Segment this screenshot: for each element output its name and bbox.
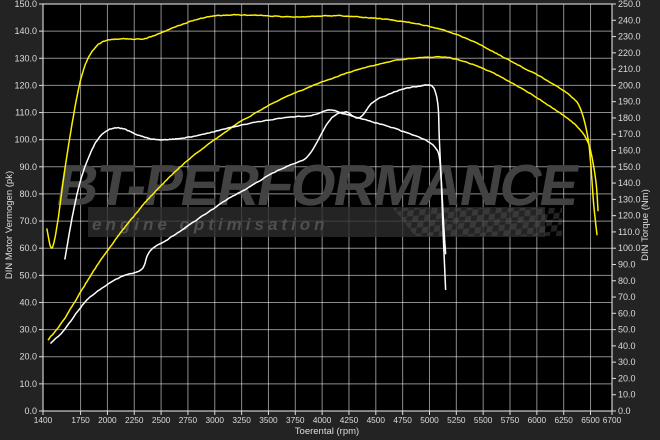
- svg-text:80.0: 80.0: [19, 189, 37, 199]
- svg-text:180.0: 180.0: [618, 113, 641, 123]
- svg-text:3250: 3250: [232, 415, 251, 425]
- svg-text:2000: 2000: [98, 415, 117, 425]
- svg-text:2250: 2250: [125, 415, 144, 425]
- svg-text:5000: 5000: [420, 415, 439, 425]
- svg-text:110.0: 110.0: [15, 108, 37, 118]
- svg-text:90.0: 90.0: [618, 259, 636, 269]
- svg-text:1750: 1750: [71, 415, 90, 425]
- svg-text:70.0: 70.0: [19, 216, 37, 226]
- svg-text:100.0: 100.0: [618, 243, 641, 253]
- svg-text:DIN Motor Vermogen (pk): DIN Motor Vermogen (pk): [4, 171, 15, 279]
- svg-text:140.0: 140.0: [14, 26, 37, 36]
- svg-text:50.0: 50.0: [19, 270, 37, 280]
- svg-text:170.0: 170.0: [618, 129, 641, 139]
- svg-text:150.0: 150.0: [14, 0, 37, 9]
- svg-text:DIN Torque (Nm): DIN Torque (Nm): [640, 189, 651, 261]
- svg-text:220.0: 220.0: [618, 48, 641, 58]
- svg-text:160.0: 160.0: [618, 146, 641, 156]
- svg-text:240.0: 240.0: [618, 15, 641, 25]
- svg-text:250.0: 250.0: [618, 0, 641, 9]
- svg-text:150.0: 150.0: [618, 162, 641, 172]
- svg-text:80.0: 80.0: [618, 276, 636, 286]
- svg-text:5500: 5500: [474, 415, 493, 425]
- svg-text:6500: 6500: [581, 415, 600, 425]
- svg-text:6000: 6000: [528, 415, 547, 425]
- svg-text:1400: 1400: [34, 415, 53, 425]
- svg-text:BT-PERFORMANCE: BT-PERFORMANCE: [52, 153, 583, 218]
- svg-text:100.0: 100.0: [14, 135, 37, 145]
- svg-text:90.0: 90.0: [19, 162, 37, 172]
- svg-text:4250: 4250: [340, 415, 359, 425]
- svg-text:30.0: 30.0: [618, 357, 636, 367]
- svg-text:110.0: 110.0: [618, 227, 640, 237]
- svg-text:3000: 3000: [206, 415, 225, 425]
- svg-text:40.0: 40.0: [19, 297, 37, 307]
- svg-text:3500: 3500: [259, 415, 278, 425]
- svg-text:20.0: 20.0: [19, 352, 37, 362]
- svg-text:6250: 6250: [554, 415, 573, 425]
- svg-text:6700: 6700: [603, 415, 622, 425]
- svg-text:10.0: 10.0: [618, 390, 636, 400]
- svg-text:4750: 4750: [393, 415, 412, 425]
- svg-text:130.0: 130.0: [618, 194, 641, 204]
- svg-text:Toerental (rpm): Toerental (rpm): [295, 426, 359, 437]
- svg-text:40.0: 40.0: [618, 341, 636, 351]
- svg-text:2500: 2500: [152, 415, 171, 425]
- svg-text:5250: 5250: [447, 415, 466, 425]
- svg-text:4500: 4500: [367, 415, 386, 425]
- svg-text:70.0: 70.0: [618, 292, 636, 302]
- svg-text:10.0: 10.0: [19, 379, 37, 389]
- svg-text:2750: 2750: [179, 415, 198, 425]
- svg-text:130.0: 130.0: [14, 53, 37, 63]
- svg-text:190.0: 190.0: [618, 97, 641, 107]
- svg-text:210.0: 210.0: [618, 64, 641, 74]
- svg-text:120.0: 120.0: [14, 80, 37, 90]
- svg-text:120.0: 120.0: [618, 211, 641, 221]
- svg-text:20.0: 20.0: [618, 373, 636, 383]
- svg-text:60.0: 60.0: [19, 243, 37, 253]
- svg-text:200.0: 200.0: [618, 80, 641, 90]
- svg-text:140.0: 140.0: [618, 178, 641, 188]
- svg-text:230.0: 230.0: [618, 32, 641, 42]
- svg-text:30.0: 30.0: [19, 325, 37, 335]
- svg-text:50.0: 50.0: [618, 325, 636, 335]
- svg-text:4000: 4000: [313, 415, 332, 425]
- svg-text:3750: 3750: [286, 415, 305, 425]
- svg-text:60.0: 60.0: [618, 308, 636, 318]
- svg-text:5750: 5750: [501, 415, 520, 425]
